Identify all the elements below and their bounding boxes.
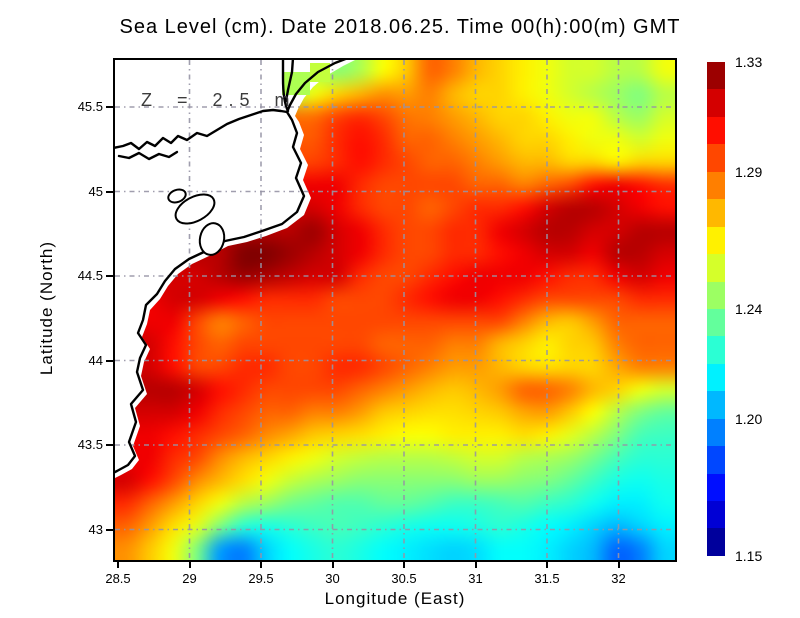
colorbar-label: 1.15 xyxy=(735,548,763,564)
x-axis-label: Longitude (East) xyxy=(324,589,466,608)
x-tick-mark xyxy=(260,561,262,568)
land-polygon xyxy=(115,60,355,478)
y-axis-label: Latitude (North) xyxy=(37,240,56,376)
colorbar-segment xyxy=(707,363,725,392)
depth-annotation: Z = 2.5 m xyxy=(141,90,296,110)
plot-area: Z = 2.5 m xyxy=(113,58,677,562)
y-tick-mark xyxy=(106,359,114,362)
colorbar-segment xyxy=(707,199,725,227)
colorbar xyxy=(707,62,725,556)
x-tick-mark xyxy=(546,561,548,568)
x-tick-mark xyxy=(188,561,191,568)
y-tick-mark xyxy=(106,190,114,193)
colorbar-segment xyxy=(707,336,725,364)
chart-title: Sea Level (cm). Date 2018.06.25. Time 00… xyxy=(119,16,681,38)
y-tick-label: 43.5 xyxy=(77,437,103,452)
y-tick-label: 44.5 xyxy=(77,268,103,283)
x-tick-mark xyxy=(474,561,477,568)
y-tick-label: 45 xyxy=(88,183,103,199)
lagoon-water-cell xyxy=(310,63,330,82)
colorbar-segment xyxy=(707,254,725,282)
lagoon-outline xyxy=(167,188,187,204)
colorbar-label: 1.29 xyxy=(735,163,763,180)
x-tick-label: 29 xyxy=(182,571,197,586)
lagoon-outline xyxy=(198,222,226,256)
x-tick-label: 28.5 xyxy=(105,571,131,586)
y-tick-mark xyxy=(106,106,114,108)
colorbar-segment xyxy=(707,62,725,90)
colorbar-segment xyxy=(707,391,725,419)
x-tick-mark xyxy=(331,561,334,568)
y-tick-label: 44 xyxy=(88,352,103,368)
colorbar-segment xyxy=(707,501,725,529)
x-tick-label: 30 xyxy=(325,571,340,586)
delta-spit-path xyxy=(284,60,295,103)
colorbar-segment xyxy=(707,226,725,255)
colorbar-segment xyxy=(707,89,725,117)
colorbar-segment xyxy=(707,418,725,447)
colorbar-label: 1.33 xyxy=(735,54,763,70)
y-tick-mark xyxy=(106,444,114,446)
y-tick-mark xyxy=(106,528,114,531)
x-tick-mark xyxy=(117,561,119,568)
lagoon-outline xyxy=(174,193,216,225)
colorbar-segment xyxy=(707,144,725,172)
colorbar-segment xyxy=(707,446,725,474)
colorbar-segment xyxy=(707,116,725,145)
y-tick-label: 43 xyxy=(88,521,103,537)
x-tick-mark xyxy=(403,561,405,568)
colorbar-segment xyxy=(707,281,725,309)
x-tick-label: 32 xyxy=(611,571,626,586)
map-overlay xyxy=(115,60,675,560)
x-tick-label: 29.5 xyxy=(248,571,274,586)
danube-river-branch-path xyxy=(117,150,179,161)
x-tick-label: 30.5 xyxy=(391,571,417,586)
y-tick-label: 45.5 xyxy=(77,99,103,114)
colorbar-label: 1.20 xyxy=(735,410,763,427)
danube-river-path xyxy=(115,108,289,151)
y-tick-mark xyxy=(106,275,114,277)
x-tick-mark xyxy=(617,561,620,568)
colorbar-segment xyxy=(707,473,725,501)
colorbar-segment xyxy=(707,528,725,556)
colorbar-segment xyxy=(707,171,725,200)
colorbar-segment xyxy=(707,308,725,337)
colorbar-label: 1.24 xyxy=(735,301,763,317)
x-tick-label: 31.5 xyxy=(534,571,560,586)
x-tick-label: 31 xyxy=(468,571,483,586)
